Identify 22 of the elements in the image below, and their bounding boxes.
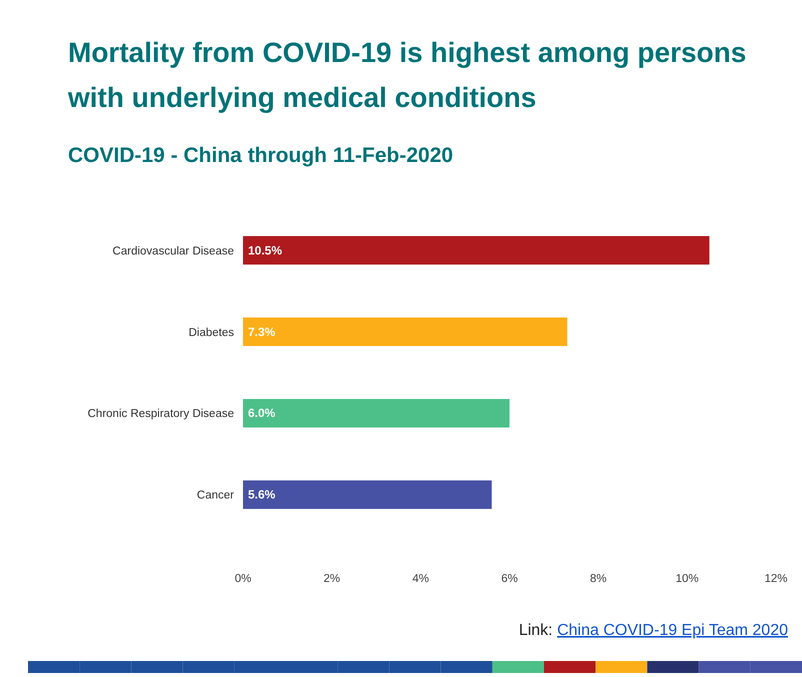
bar bbox=[243, 398, 510, 428]
x-tick-label: 4% bbox=[412, 573, 429, 585]
x-tick-label: 6% bbox=[501, 573, 518, 585]
chart-title: Mortality from COVID-19 is highest among persons with underlying medical conditions bbox=[67, 37, 746, 113]
x-tick-label: 12% bbox=[764, 573, 788, 585]
bar bbox=[243, 480, 492, 509]
bar bbox=[243, 318, 568, 346]
y-tick-label: Chronic Respiratory Disease bbox=[88, 408, 234, 420]
data-label: 5.6% bbox=[248, 488, 276, 502]
x-tick-label: 0% bbox=[234, 573, 252, 585]
text: Link: China COVID-19 Epi Team 2020 bbox=[518, 622, 788, 639]
data-label: 7.3% bbox=[248, 324, 276, 339]
y-tick-label: Diabetes bbox=[188, 326, 234, 339]
x-tick-label: 10% bbox=[676, 573, 699, 585]
x-tick-label: 2% bbox=[324, 573, 340, 585]
chart-subtitle: COVID-19 - China through 11-Feb-2020 bbox=[68, 144, 454, 167]
data-label: 6.0% bbox=[248, 406, 276, 420]
y-tick-label: Cancer bbox=[196, 490, 234, 502]
x-tick-label: 8% bbox=[590, 573, 607, 585]
data-label: 10.5% bbox=[248, 243, 282, 258]
bar bbox=[243, 236, 710, 265]
y-tick-label: Cardiovascular Disease bbox=[112, 245, 234, 258]
